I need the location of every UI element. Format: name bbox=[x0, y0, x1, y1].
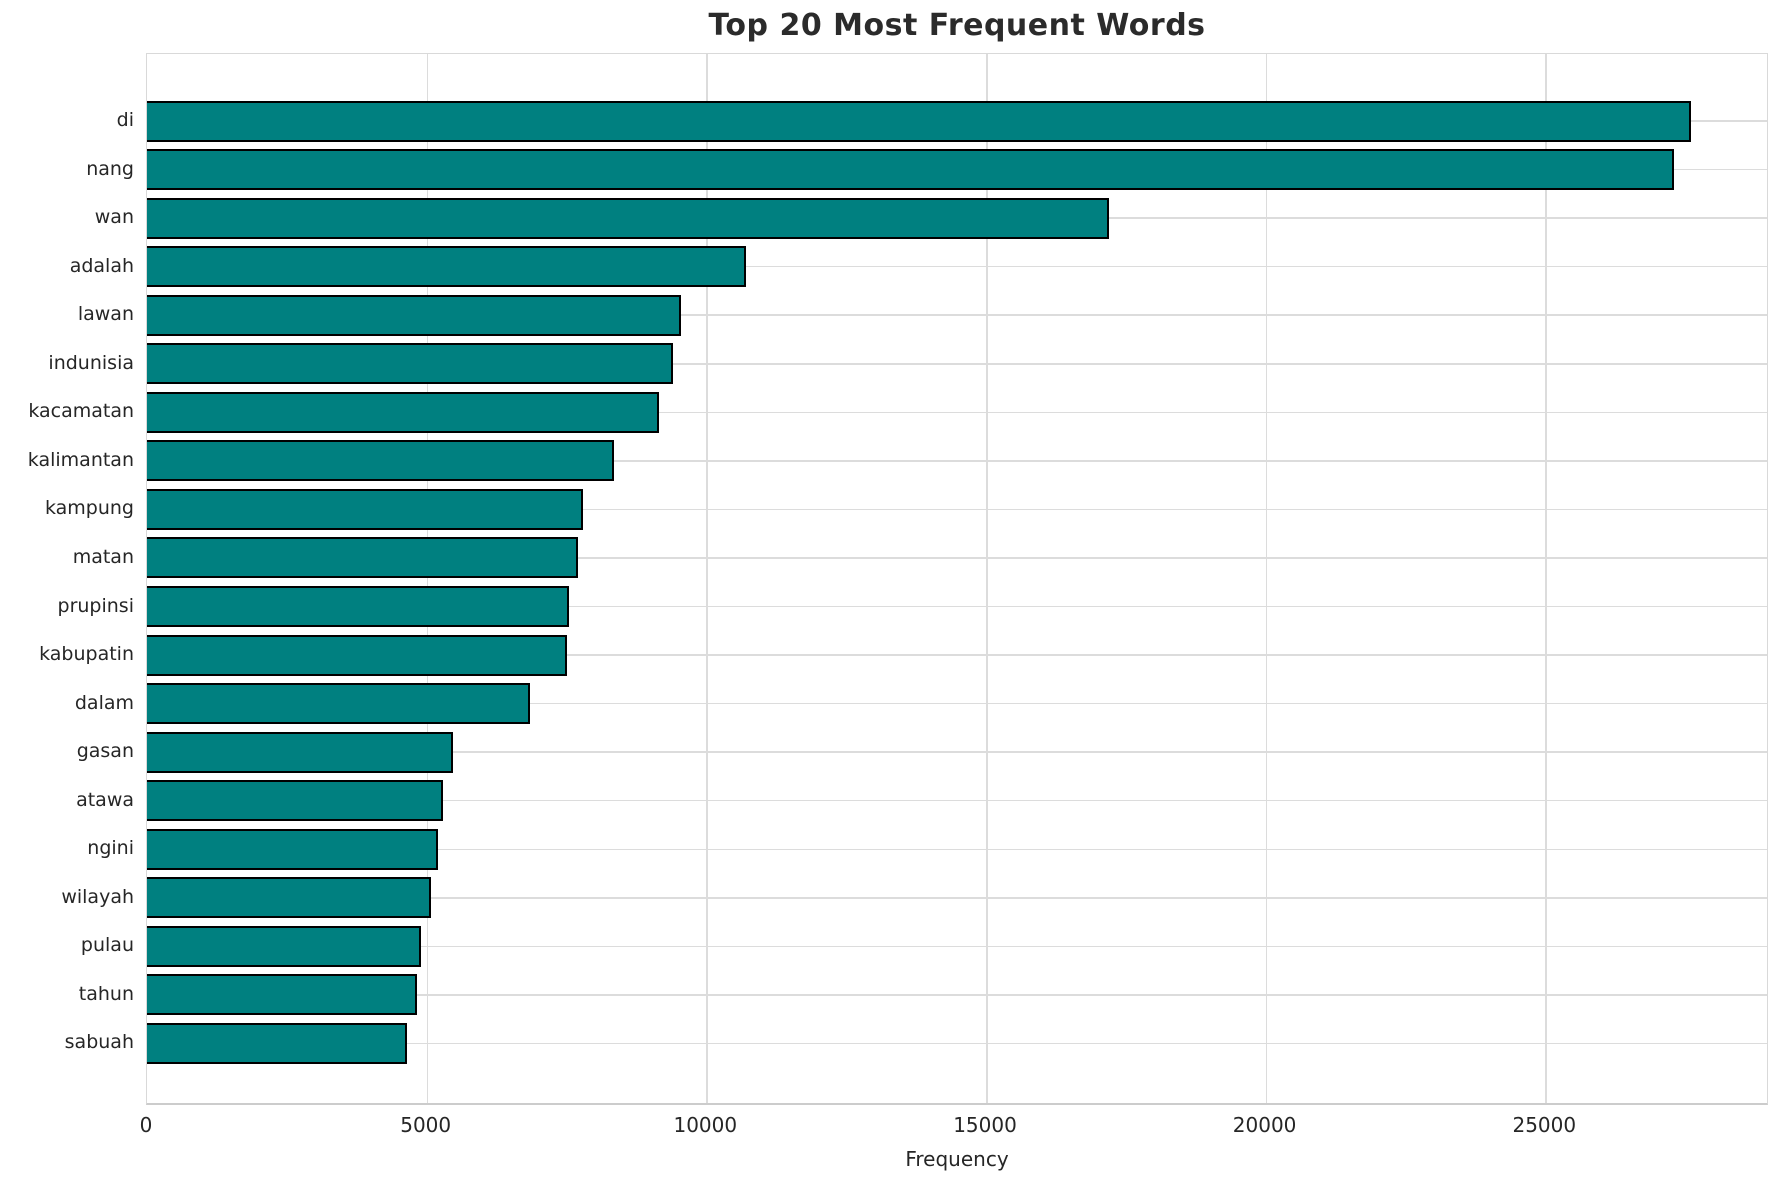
bar-wilayah bbox=[147, 877, 431, 919]
gridline-vertical bbox=[706, 54, 708, 1103]
x-tick-label: 15000 bbox=[953, 1113, 1017, 1137]
x-tick-label: 20000 bbox=[1232, 1113, 1297, 1137]
gridline-horizontal bbox=[147, 1042, 1767, 1045]
y-tick-label: gasan bbox=[76, 740, 134, 763]
bar-di bbox=[147, 100, 1691, 142]
bar-tahun bbox=[147, 974, 417, 1016]
bar-sabuah bbox=[147, 1022, 407, 1064]
y-axis-labels: di nang wan adalah lawan indunisia kacamatan ka… bbox=[0, 53, 134, 1105]
y-tick-label: adalah bbox=[69, 254, 134, 277]
y-tick-label: prupinsi bbox=[57, 594, 134, 617]
bar-kampung bbox=[147, 488, 584, 530]
y-tick-label: ngini bbox=[87, 837, 134, 860]
gridline-horizontal bbox=[147, 314, 1767, 316]
x-tick-label: 10000 bbox=[673, 1113, 738, 1137]
gridline-horizontal bbox=[147, 751, 1767, 753]
bar-adalah bbox=[147, 246, 746, 288]
bar-kalimantan bbox=[147, 440, 614, 482]
y-tick-label: sabuah bbox=[64, 1031, 134, 1054]
y-tick-label: kabupatin bbox=[39, 643, 134, 665]
gridline-horizontal bbox=[147, 654, 1767, 656]
gridline-horizontal bbox=[147, 605, 1767, 608]
plot-area bbox=[146, 53, 1768, 1105]
y-tick-label: pulau bbox=[80, 934, 134, 957]
bar-dalam bbox=[147, 683, 531, 725]
y-tick-label: wan bbox=[94, 206, 134, 229]
gridline-horizontal bbox=[147, 508, 1767, 511]
y-tick-label: kalimantan bbox=[27, 448, 134, 471]
x-tick-label: 0 bbox=[139, 1113, 153, 1137]
bar-wan bbox=[147, 197, 1109, 239]
bar-ngini bbox=[147, 828, 438, 870]
y-tick-label: lawan bbox=[77, 303, 134, 326]
bar-pulau bbox=[147, 925, 421, 967]
gridline-horizontal bbox=[147, 702, 1767, 705]
gridline-vertical bbox=[1265, 54, 1268, 1103]
x-tick-label: 25000 bbox=[1512, 1113, 1577, 1137]
y-tick-label: wilayah bbox=[61, 885, 134, 908]
x-axis-title: Frequency bbox=[905, 1147, 1009, 1171]
bar-nang bbox=[147, 149, 1674, 190]
y-tick-label: nang bbox=[86, 157, 134, 180]
bar-matan bbox=[147, 537, 578, 579]
chart-title: Top 20 Most Frequent Words bbox=[708, 8, 1206, 43]
gridline-horizontal bbox=[147, 994, 1767, 996]
gridline-horizontal bbox=[147, 557, 1767, 559]
bar-lawan bbox=[147, 294, 682, 336]
bar-prupinsi bbox=[147, 586, 570, 627]
gridline-horizontal bbox=[147, 799, 1767, 802]
gridline-horizontal bbox=[147, 411, 1767, 413]
bar-atawa bbox=[147, 780, 443, 822]
x-axis-ticks: 0 5000 10000 15000 20000 25000 bbox=[0, 1113, 1784, 1143]
y-tick-label: dalam bbox=[74, 691, 134, 714]
bar-kacamatan bbox=[147, 391, 659, 433]
bar-indunisia bbox=[147, 343, 673, 385]
gridline-horizontal bbox=[147, 363, 1767, 365]
gridline-vertical bbox=[426, 54, 429, 1103]
y-tick-label: tahun bbox=[78, 982, 134, 1005]
gridline-horizontal bbox=[147, 945, 1767, 948]
y-tick-label: di bbox=[116, 109, 134, 131]
gridline-vertical bbox=[986, 54, 988, 1103]
gridline-horizontal bbox=[147, 265, 1767, 268]
y-tick-label: kacamatan bbox=[28, 400, 134, 423]
y-tick-label: indunisia bbox=[48, 351, 134, 374]
gridline-horizontal bbox=[147, 848, 1767, 850]
gridline-horizontal bbox=[147, 897, 1767, 899]
y-tick-label: atawa bbox=[76, 788, 134, 811]
y-tick-label: matan bbox=[72, 545, 134, 568]
bar-gasan bbox=[147, 731, 453, 773]
x-tick-label: 5000 bbox=[400, 1113, 452, 1137]
gridline-vertical bbox=[1545, 54, 1547, 1103]
gridline-horizontal bbox=[147, 460, 1767, 462]
y-tick-label: kampung bbox=[44, 497, 134, 520]
bar-kabupatin bbox=[147, 634, 567, 676]
